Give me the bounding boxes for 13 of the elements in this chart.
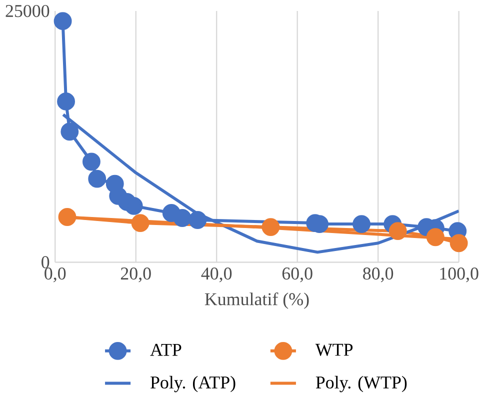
y-tick-label: 25000 bbox=[6, 5, 50, 18]
y-tick-label: 0 bbox=[42, 256, 50, 268]
legend-label: Poly. (ATP) bbox=[150, 376, 236, 392]
x-tick-label: 40,0 bbox=[201, 268, 232, 282]
legend-label: Poly. (WTP) bbox=[316, 376, 407, 392]
legend-label: ATP bbox=[150, 344, 182, 356]
x-tick-label: 100,0 bbox=[440, 268, 478, 282]
x-tick-label: 20,0 bbox=[120, 268, 151, 282]
x-tick-label: 60,0 bbox=[282, 268, 312, 282]
x-tick-label: 0,0 bbox=[44, 268, 66, 282]
x-tick-label: 80,0 bbox=[363, 268, 394, 282]
x-axis-title: Kumulatif (%) bbox=[204, 292, 309, 310]
legend-label: WTP bbox=[315, 344, 353, 356]
